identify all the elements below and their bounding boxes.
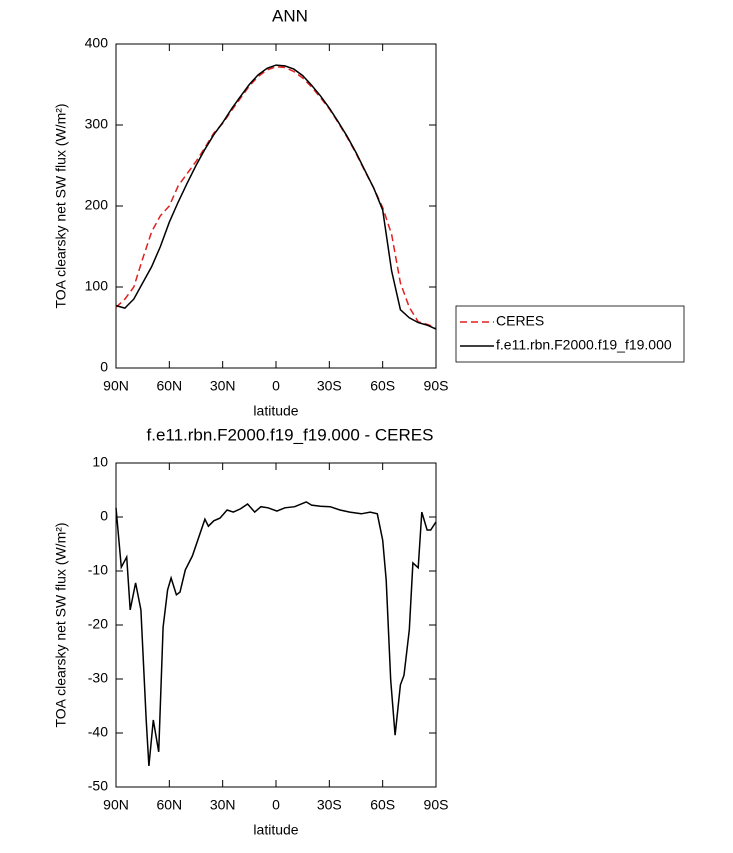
x-tick-label: 60N [156, 797, 182, 813]
x-tick-label: 90S [424, 797, 449, 813]
chart-title: ANN [272, 6, 308, 25]
y-axis-label: TOA clearsky net SW flux (W/m²) [53, 522, 69, 727]
chart-title: f.e11.rbn.F2000.f19_f19.000 - CERES [147, 425, 434, 444]
y-tick-label: 200 [85, 197, 109, 213]
y-tick-label: 0 [100, 508, 108, 524]
x-tick-label: 0 [272, 797, 280, 813]
x-tick-label: 30N [210, 797, 236, 813]
y-tick-label: 400 [85, 35, 109, 51]
y-tick-label: 100 [85, 278, 109, 294]
data-line [115, 501, 437, 766]
legend-label: f.e11.rbn.F2000.f19_f19.000 [496, 337, 672, 353]
y-tick-label: -50 [88, 778, 108, 794]
legend-label: CERES [496, 313, 544, 329]
y-tick-label: 300 [85, 116, 109, 132]
legend-box [455, 305, 685, 363]
y-tick-label: -20 [88, 616, 108, 632]
y-tick-label: -40 [88, 724, 108, 740]
y-tick-label: -10 [88, 562, 108, 578]
plot-frame [115, 43, 437, 369]
x-tick-label: 90N [103, 797, 129, 813]
x-tick-label: 0 [272, 378, 280, 394]
x-tick-label: 60S [370, 378, 395, 394]
y-tick-label: 0 [100, 359, 108, 375]
data-line [115, 64, 437, 330]
x-tick-label: 30S [317, 378, 342, 394]
x-tick-label: 30N [210, 378, 236, 394]
y-axis-label: TOA clearsky net SW flux (W/m²) [53, 103, 69, 308]
x-tick-label: 90N [103, 378, 129, 394]
y-tick-label: -30 [88, 670, 108, 686]
data-line [115, 65, 437, 329]
x-axis-label: latitude [253, 822, 298, 838]
x-tick-label: 60N [156, 378, 182, 394]
x-tick-label: 30S [317, 797, 342, 813]
x-axis-label: latitude [253, 403, 298, 419]
x-tick-label: 90S [424, 378, 449, 394]
y-tick-label: 10 [92, 454, 108, 470]
x-tick-label: 60S [370, 797, 395, 813]
